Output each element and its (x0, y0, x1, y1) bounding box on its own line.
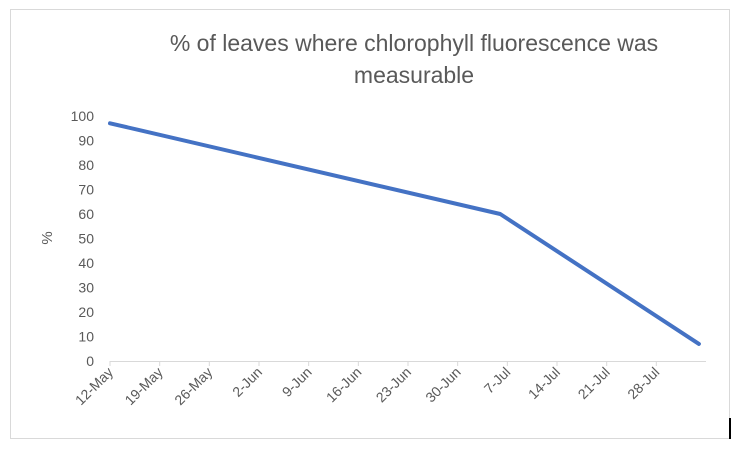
x-axis-ticks: 12-May 19-May 26-May 2-Jun 9-Jun 16-Jun 23-Jun… (72, 361, 662, 408)
x-tick-label: 23-Jun (373, 364, 415, 406)
y-tick-label: 100 (71, 108, 95, 124)
x-tick-label: 28-Jul (624, 364, 662, 402)
x-tick-label: 12-May (72, 364, 116, 408)
series-group (108, 121, 701, 346)
y-tick-label: 60 (78, 206, 94, 222)
x-tick-label: 30-Jun (422, 364, 464, 406)
x-tick-label: 21-Jul (575, 364, 613, 402)
x-tick-label: 9-Jun (279, 364, 315, 400)
x-tick-label: 26-May (171, 364, 215, 408)
series-line-0 (108, 121, 701, 346)
y-tick-label: 0 (86, 353, 94, 369)
chart-border-mark (729, 418, 731, 439)
chart-title-line-2: measurable (354, 62, 474, 88)
y-tick-label: 40 (78, 255, 94, 271)
y-tick-label: 70 (78, 182, 94, 198)
chart-title-line-1: % of leaves where chlorophyll fluorescen… (170, 30, 658, 56)
y-tick-label: 90 (78, 133, 94, 149)
chart-border (10, 9, 730, 439)
y-tick-label: 30 (78, 280, 94, 296)
y-tick-label: 20 (78, 304, 94, 320)
y-axis-ticks: 0 10 20 30 40 50 60 70 80 90 100 (71, 108, 95, 369)
x-tick-label: 16-Jun (323, 364, 365, 406)
x-tick-label: 19-May (121, 364, 165, 408)
y-tick-label: 80 (78, 157, 94, 173)
y-tick-label: 10 (78, 329, 94, 345)
x-tick-label: 2-Jun (229, 364, 265, 400)
x-tick-label: 7-Jul (481, 364, 514, 397)
y-axis-title: % (39, 231, 56, 244)
y-tick-label: 50 (78, 231, 94, 247)
x-tick-label: 14-Jul (525, 364, 563, 402)
